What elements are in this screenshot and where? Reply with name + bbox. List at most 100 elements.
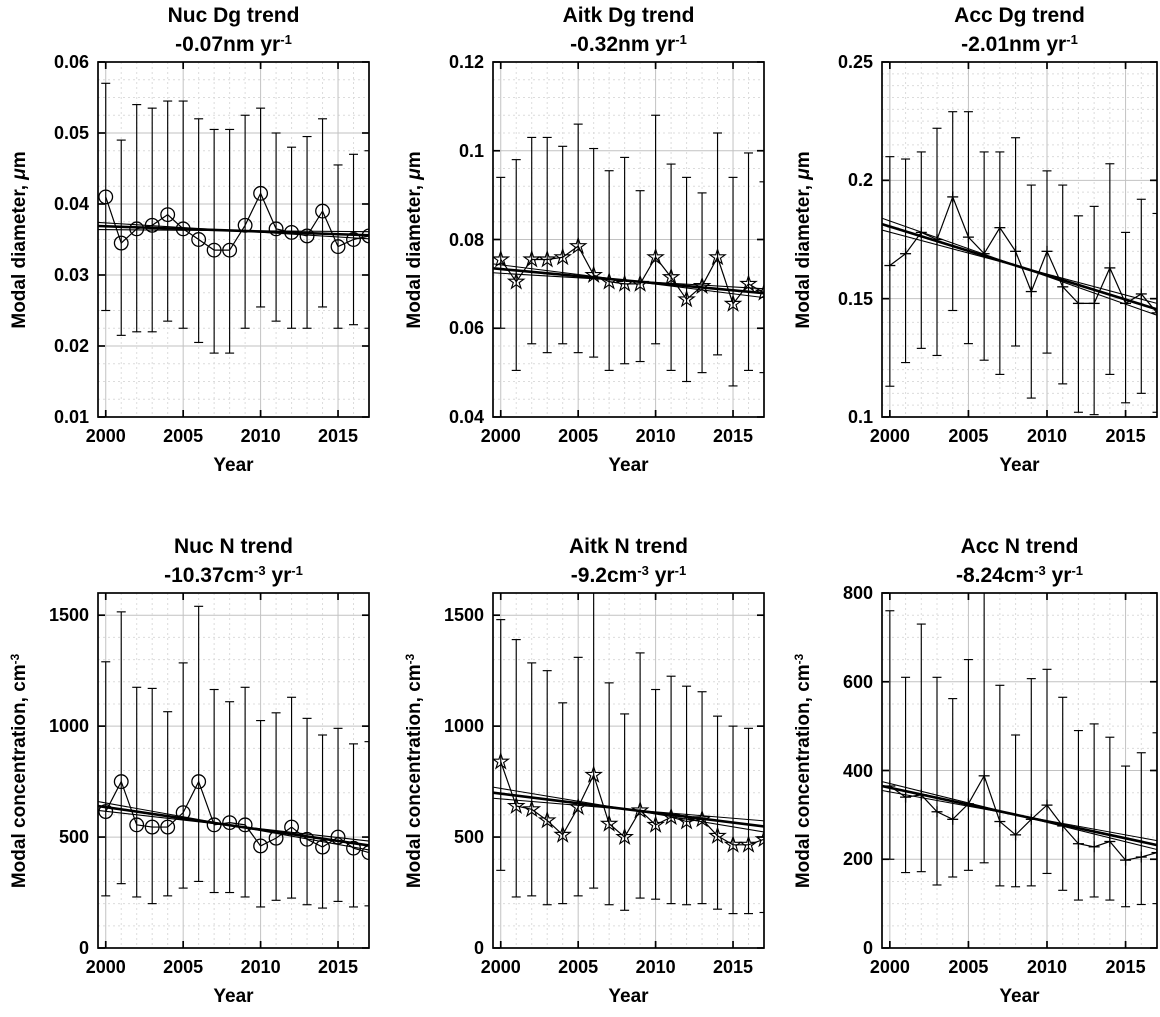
trend-lines [493, 786, 764, 833]
y-tick-label: 0 [862, 938, 873, 958]
circle-marker [315, 839, 330, 855]
star-marker [754, 282, 764, 301]
x-axis-label: Year [608, 986, 649, 1007]
error-bars [885, 593, 1157, 908]
grid-lines [98, 62, 369, 417]
y-tick-label: 0.05 [53, 123, 89, 143]
star-marker [506, 796, 526, 814]
data-line [105, 780, 369, 854]
x-tick-label: 2005 [558, 957, 599, 977]
markers [493, 236, 764, 312]
star-marker [584, 765, 604, 783]
x-tick-label: 2010 [240, 426, 281, 446]
star-marker [692, 276, 712, 295]
circle-marker [113, 235, 129, 251]
star-marker [615, 827, 635, 846]
circle-marker [253, 185, 269, 201]
error-bars [496, 114, 764, 387]
y-tick-label: 1000 [48, 716, 89, 737]
star-marker [537, 249, 557, 268]
y-tick-label: 1500 [443, 605, 484, 626]
circle-marker [113, 774, 129, 790]
y-tick-label: 500 [58, 827, 89, 848]
y-tick-label: 0.04 [448, 407, 484, 427]
x-tick-label: 2000 [85, 957, 126, 977]
x-tick-label: 2000 [869, 957, 910, 977]
y-tick-label: 0.25 [837, 52, 873, 72]
circle-marker [299, 831, 315, 847]
star-marker [723, 834, 743, 853]
plot-svg-aitk-dg [492, 61, 765, 418]
y-tick-label: 200 [842, 849, 873, 870]
x-tick-label: 2000 [869, 426, 910, 446]
x-tick-label: 2015 [317, 426, 359, 446]
data-series [884, 593, 1157, 908]
plot-svg-nuc-dg [97, 61, 370, 418]
data-series [493, 593, 764, 915]
panel-subtitle: -0.07nm yr-1 [175, 31, 292, 56]
panel-subtitle: -2.01nm yr-1 [961, 31, 1078, 56]
star-marker [677, 811, 696, 830]
panel-title: Acc Dg trend [954, 4, 1085, 27]
x-tick-label: 2005 [948, 957, 989, 977]
circle-marker [129, 817, 145, 833]
star-marker [522, 799, 542, 818]
circle-marker [191, 232, 207, 247]
star-marker [493, 249, 511, 268]
y-axis-label: Modal concentration, cm-3 [403, 653, 425, 888]
circle-marker [315, 203, 330, 219]
x-tick-label: 2015 [712, 426, 754, 446]
error-bars [101, 605, 369, 909]
circle-marker [237, 817, 253, 833]
star-marker [599, 813, 619, 832]
plot-svg-aitk-n [492, 592, 765, 949]
y-tick-label: 800 [842, 583, 873, 603]
data-series [98, 605, 369, 909]
star-marker [537, 810, 557, 829]
star-marker [646, 815, 665, 833]
grid-lines [882, 62, 1157, 417]
error-bars [101, 82, 369, 354]
grid-lines [493, 593, 764, 948]
y-tick-label: 0.1 [847, 407, 873, 427]
star-marker [522, 249, 542, 268]
markers [884, 191, 1157, 319]
y-tick-label: 400 [842, 760, 873, 781]
trend-lines [98, 801, 369, 851]
star-marker [661, 267, 681, 286]
panel-title: Aitk N trend [568, 535, 688, 558]
circle-marker [98, 804, 114, 819]
x-tick-label: 2010 [1026, 426, 1068, 446]
star-marker [739, 274, 758, 292]
star-marker [646, 247, 665, 266]
y-axis-label: Modal concentration, cm-3 [8, 653, 30, 888]
x-tick-label: 2005 [558, 426, 599, 446]
panel-subtitle: -8.24cm-3 yr-1 [955, 562, 1084, 587]
y-tick-label: 1500 [48, 605, 89, 626]
y-tick-label: 0.08 [448, 229, 484, 250]
x-tick-label: 2015 [317, 957, 359, 977]
trend-lines [493, 263, 764, 299]
y-tick-label: 0 [473, 938, 484, 958]
x-tick-label: 2015 [1105, 957, 1146, 977]
x-tick-label: 2005 [948, 426, 989, 446]
y-tick-label: 0.06 [448, 318, 484, 339]
data-line [500, 761, 764, 846]
circle-marker [268, 221, 284, 237]
x-axis-label: Year [213, 455, 254, 476]
y-tick-label: 1000 [443, 716, 484, 737]
error-bars [496, 593, 764, 915]
x-tick-label: 2010 [240, 957, 281, 977]
plot-svg-nuc-n [97, 592, 370, 949]
x-axis-label: Year [999, 986, 1040, 1007]
circle-marker [144, 819, 160, 835]
y-tick-label: 0 [78, 938, 89, 958]
axes-box [492, 61, 765, 418]
panel-title: Acc N trend [960, 535, 1079, 558]
x-tick-label: 2015 [1105, 426, 1146, 446]
markers [98, 774, 369, 861]
star-marker [708, 247, 727, 266]
plot-svg-acc-n [881, 592, 1158, 949]
circle-marker [330, 239, 346, 255]
